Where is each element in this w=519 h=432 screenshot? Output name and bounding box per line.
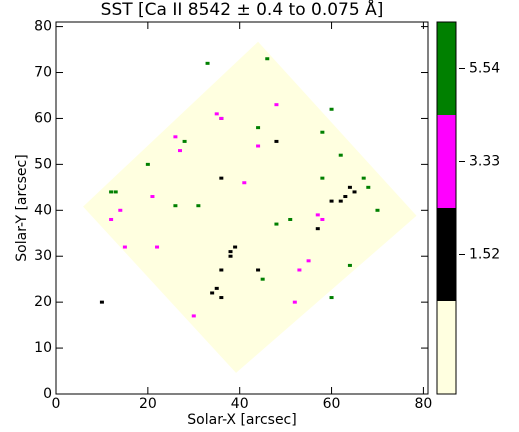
feature-pixel <box>320 177 324 180</box>
feature-pixel <box>215 112 219 115</box>
feature-pixel <box>307 259 311 262</box>
y-tick-label: 30 <box>34 248 52 264</box>
feature-pixel <box>146 163 150 166</box>
colorbar-segment <box>437 22 456 115</box>
feature-pixel <box>210 291 214 294</box>
feature-pixel <box>288 218 292 221</box>
x-tick-label: 0 <box>52 396 61 412</box>
y-tick-label: 80 <box>34 19 52 35</box>
x-tick-label: 40 <box>231 396 249 412</box>
feature-pixel <box>114 190 118 193</box>
feature-pixel <box>348 264 352 267</box>
x-axis-label: Solar-X [arcsec] <box>187 412 296 428</box>
y-tick-label: 60 <box>34 110 52 126</box>
y-axis-label: Solar-Y [arcsec] <box>14 154 30 261</box>
feature-pixel <box>330 108 334 111</box>
feature-pixel <box>274 140 278 143</box>
feature-pixel <box>219 296 223 299</box>
feature-pixel <box>265 57 269 60</box>
feature-pixel <box>229 255 233 258</box>
feature-pixel <box>242 181 246 184</box>
feature-pixel <box>118 209 122 212</box>
feature-pixel <box>233 246 237 249</box>
feature-pixel <box>155 246 159 249</box>
feature-pixel <box>293 301 297 304</box>
y-tick-label: 10 <box>34 340 52 356</box>
colorbar-label: 1.52 <box>469 247 500 263</box>
feature-pixel <box>348 186 352 189</box>
feature-pixel <box>256 269 260 272</box>
chart: SST [Ca II 8542 ± 0.4 to 0.075 Å] Solar-… <box>0 0 519 432</box>
feature-pixel <box>192 314 196 317</box>
x-tick-label: 80 <box>414 396 432 412</box>
feature-pixel <box>316 227 320 230</box>
feature-pixel <box>375 209 379 212</box>
feature-pixel <box>109 190 113 193</box>
feature-pixel <box>219 117 223 120</box>
feature-pixel <box>173 135 177 138</box>
feature-pixel <box>297 269 301 272</box>
x-tick-label: 60 <box>323 396 341 412</box>
feature-pixel <box>274 223 278 226</box>
y-tick-label: 40 <box>34 202 52 218</box>
colorbar-segment <box>437 301 456 394</box>
y-tick-label: 70 <box>34 65 52 81</box>
feature-pixel <box>150 195 154 198</box>
feature-pixel <box>206 62 210 65</box>
y-tick-label: 20 <box>34 294 52 310</box>
feature-pixel <box>339 154 343 157</box>
feature-pixel <box>320 131 324 134</box>
feature-pixel <box>362 177 366 180</box>
y-tick-label: 50 <box>34 156 52 172</box>
feature-pixel <box>343 195 347 198</box>
feature-pixel <box>320 218 324 221</box>
feature-pixel <box>256 145 260 148</box>
colorbar-label: 3.33 <box>469 154 500 170</box>
x-tick-label: 20 <box>139 396 157 412</box>
feature-pixel <box>183 140 187 143</box>
feature-pixel <box>366 186 370 189</box>
feature-pixel <box>316 213 320 216</box>
feature-pixel <box>173 204 177 207</box>
y-tick-label: 0 <box>43 386 52 402</box>
feature-pixel <box>100 301 104 304</box>
chart-title: SST [Ca II 8542 ± 0.4 to 0.075 Å] <box>101 0 384 20</box>
feature-pixel <box>353 190 357 193</box>
colorbar-segment <box>437 208 456 301</box>
feature-pixel <box>215 287 219 290</box>
feature-pixel <box>196 204 200 207</box>
feature-pixel <box>274 103 278 106</box>
feature-pixel <box>229 250 233 253</box>
colorbar-segment <box>437 115 456 208</box>
feature-pixel <box>109 218 113 221</box>
feature-pixel <box>256 126 260 129</box>
feature-pixel <box>330 200 334 203</box>
feature-pixel <box>339 200 343 203</box>
feature-pixel <box>330 296 334 299</box>
field-of-view <box>83 42 416 373</box>
feature-pixel <box>219 269 223 272</box>
feature-pixel <box>178 149 182 152</box>
colorbar-label: 5.54 <box>469 61 500 77</box>
feature-pixel <box>219 177 223 180</box>
feature-pixel <box>123 246 127 249</box>
feature-pixel <box>261 278 265 281</box>
